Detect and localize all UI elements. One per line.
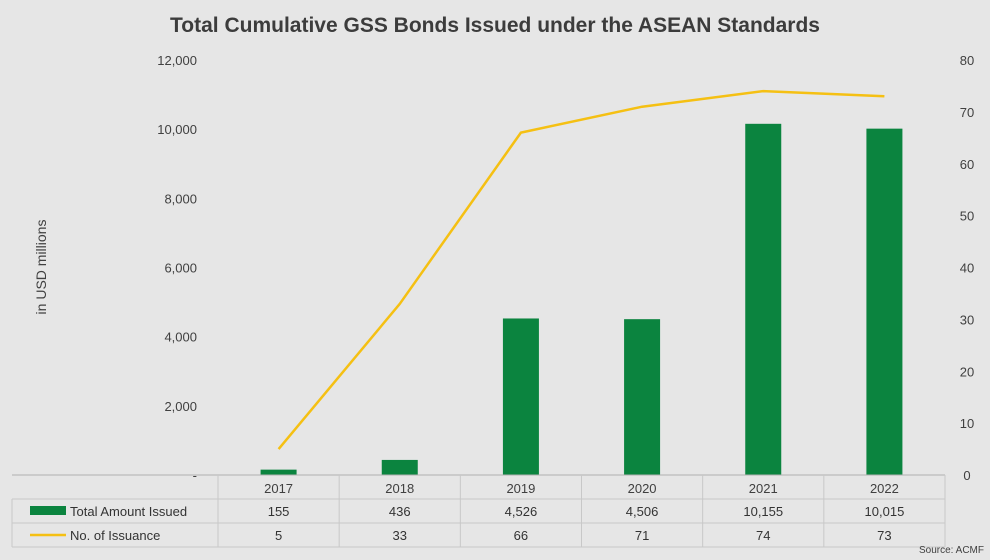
bar-series xyxy=(260,123,903,476)
y2-tick-label: 80 xyxy=(960,53,974,68)
y-axis-label: in USD millions xyxy=(33,220,49,315)
data-table-rows: Total Amount Issued 155 436 4,526 4,506 10,15… xyxy=(30,504,904,543)
y2-tick-label: 20 xyxy=(960,364,974,379)
y2-axis-ticks: 0 10 20 30 40 50 60 70 80 xyxy=(960,53,974,483)
table-cell: 10,015 xyxy=(865,504,905,519)
bar xyxy=(502,318,539,475)
legend-key-bar xyxy=(30,506,66,515)
bar xyxy=(745,123,782,476)
x-tick-label: 2019 xyxy=(506,481,535,496)
bar xyxy=(624,319,661,475)
y-tick-label: 4,000 xyxy=(164,330,197,345)
table-cell: 5 xyxy=(275,528,282,543)
table-cell: 4,526 xyxy=(505,504,538,519)
table-cell: 33 xyxy=(393,528,407,543)
y2-tick-label: 50 xyxy=(960,209,974,224)
table-cell: 10,155 xyxy=(743,504,783,519)
table-cell: 4,506 xyxy=(626,504,659,519)
line-series xyxy=(277,89,885,450)
table-cell: 71 xyxy=(635,528,649,543)
y2-tick-label: 60 xyxy=(960,157,974,172)
bar xyxy=(866,128,903,475)
y-tick-label: 6,000 xyxy=(164,261,197,276)
y-tick-label: 12,000 xyxy=(157,53,197,68)
x-tick-label: 2020 xyxy=(628,481,657,496)
y2-tick-label: 40 xyxy=(960,261,974,276)
y-tick-label: 2,000 xyxy=(164,399,197,414)
table-cell: 66 xyxy=(514,528,528,543)
x-tick-label: 2022 xyxy=(870,481,899,496)
y-tick-label: 8,000 xyxy=(164,191,197,206)
table-cell: 436 xyxy=(389,504,411,519)
table-cell: 155 xyxy=(268,504,290,519)
bar xyxy=(381,459,418,475)
legend-label: Total Amount Issued xyxy=(70,504,187,519)
table-cell: 73 xyxy=(877,528,891,543)
x-tick-label: 2021 xyxy=(749,481,778,496)
chart-title: Total Cumulative GSS Bonds Issued under … xyxy=(170,14,820,37)
x-tick-label: 2017 xyxy=(264,481,293,496)
y2-tick-label: 30 xyxy=(960,312,974,327)
table-cell: 74 xyxy=(756,528,770,543)
bar xyxy=(260,469,297,475)
x-tick-label: 2018 xyxy=(385,481,414,496)
category-labels: 2017 2018 2019 2020 2021 2022 xyxy=(264,481,899,496)
y2-tick-label: 0 xyxy=(963,468,970,483)
y2-tick-label: 10 xyxy=(960,416,974,431)
y-tick-label: 10,000 xyxy=(157,122,197,137)
legend-label: No. of Issuance xyxy=(70,528,160,543)
y2-tick-label: 70 xyxy=(960,105,974,120)
data-table-grid xyxy=(11,474,946,548)
source-note: Source: ACMF xyxy=(919,545,984,556)
series-line xyxy=(277,89,885,450)
